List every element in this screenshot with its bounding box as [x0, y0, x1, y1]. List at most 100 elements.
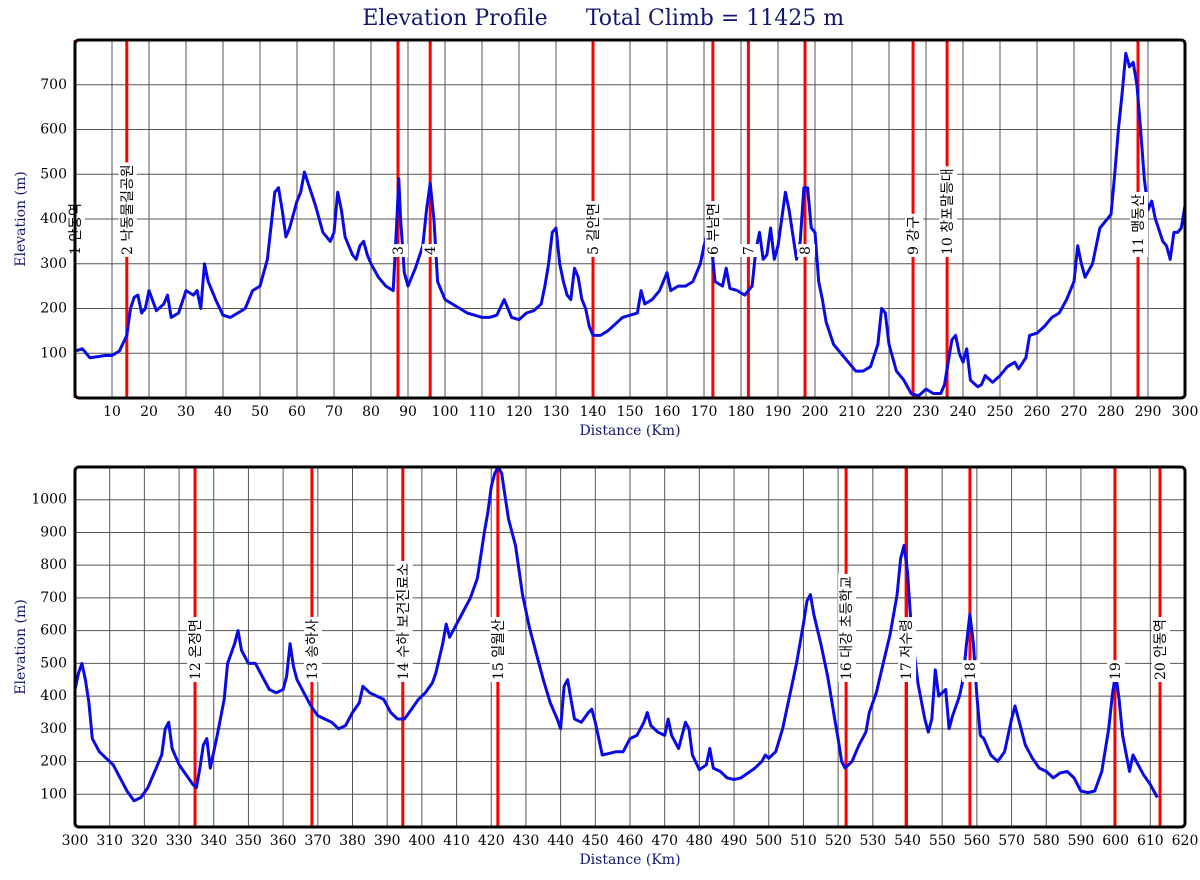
x-tick-label: 140	[580, 404, 607, 420]
x-tick-label: 620	[1172, 833, 1199, 849]
x-tick-label: 170	[691, 404, 718, 420]
waypoint-label: 2 낙동물길공원	[120, 164, 136, 255]
x-tick-label: 520	[825, 833, 852, 849]
y-tick-label: 400	[40, 211, 67, 227]
x-tick-label: 560	[964, 833, 991, 849]
y-tick-label: 200	[40, 301, 67, 317]
x-tick-label: 300	[1172, 404, 1199, 420]
x-tick-label: 160	[654, 404, 681, 420]
x-tick-label: 370	[304, 833, 331, 849]
x-tick-label: 90	[399, 404, 417, 420]
x-tick-label: 540	[894, 833, 921, 849]
y-axis-label: Elevation (m)	[13, 171, 29, 266]
plot-frame	[73, 465, 1187, 829]
waypoint-label-group: 11 맹동산	[1130, 191, 1149, 257]
x-tick-label: 180	[728, 404, 755, 420]
x-axis-label: Distance (Km)	[579, 852, 680, 868]
waypoint-label: 15 일월산	[491, 619, 507, 680]
waypoint-label: 3	[391, 246, 407, 255]
waypoint-label-group: 15 일월산	[489, 616, 508, 682]
waypoint-label: 19	[1108, 662, 1124, 680]
x-tick-label: 570	[998, 833, 1025, 849]
y-tick-label: 200	[40, 754, 67, 770]
x-tick-label: 310	[96, 833, 123, 849]
waypoint-label: 18	[963, 662, 979, 680]
y-tick-label: 100	[40, 345, 67, 361]
x-tick-label: 580	[1033, 833, 1060, 849]
x-tick-label: 250	[987, 404, 1014, 420]
waypoint-label: 13 송하사	[305, 619, 321, 680]
x-tick-label: 220	[876, 404, 903, 420]
x-tick-label: 400	[409, 833, 436, 849]
chart-subtitle: Total Climb = 11425 m	[586, 6, 844, 31]
waypoint-label: 17 저수령	[899, 619, 915, 680]
waypoint-label-bg	[118, 162, 137, 257]
y-tick-label: 300	[40, 256, 67, 272]
waypoint-label-bg	[1152, 617, 1171, 682]
waypoint-label-group: 9 강구	[905, 213, 924, 257]
x-tick-label: 590	[1068, 833, 1095, 849]
waypoint-label: 10 창포말등대	[940, 168, 956, 255]
x-tick-label: 600	[1102, 833, 1129, 849]
waypoint-label-bg	[898, 617, 917, 682]
y-tick-label: 900	[40, 524, 67, 540]
x-tick-label: 320	[131, 833, 158, 849]
x-tick-label: 280	[1098, 404, 1125, 420]
waypoint-label-group: 20 안동역	[1152, 617, 1171, 682]
x-tick-label: 10	[103, 404, 121, 420]
x-tick-label: 340	[200, 833, 227, 849]
x-tick-label: 450	[582, 833, 609, 849]
waypoint-label: 7	[741, 246, 757, 255]
y-tick-label: 100	[40, 786, 67, 802]
waypoint-label-bg	[489, 616, 508, 682]
x-tick-label: 530	[859, 833, 886, 849]
waypoint-label-group: 8	[797, 244, 816, 257]
waypoint-label-bg	[1130, 191, 1149, 257]
waypoint-label-bg	[838, 573, 857, 682]
x-tick-label: 80	[362, 404, 380, 420]
y-axis-label: Elevation (m)	[13, 599, 29, 694]
waypoint-label-bg	[740, 244, 759, 257]
x-tick-label: 270	[1061, 404, 1088, 420]
elevation-line	[74, 51, 1187, 398]
x-tick-label: 350	[235, 833, 262, 849]
x-tick-label: 100	[432, 404, 459, 420]
x-tick-label: 120	[506, 404, 533, 420]
x-tick-label: 130	[543, 404, 570, 420]
waypoint-label: 9 강구	[906, 216, 922, 255]
y-tick-label: 400	[40, 688, 67, 704]
x-tick-label: 430	[513, 833, 540, 849]
x-tick-label: 290	[1135, 404, 1162, 420]
waypoint-label: 6 부남면	[706, 203, 722, 255]
waypoint-label-group: 16 대강 초등학교	[838, 573, 857, 682]
x-tick-label: 610	[1137, 833, 1164, 849]
chart-title: Elevation Profile	[362, 6, 547, 31]
waypoint-label: 12 온정면	[188, 619, 204, 680]
x-tick-label: 110	[469, 404, 496, 420]
y-tick-label: 600	[40, 122, 67, 138]
x-tick-label: 60	[288, 404, 306, 420]
waypoint-label-bg	[390, 244, 409, 257]
x-tick-label: 380	[339, 833, 366, 849]
waypoint-label-bg	[797, 244, 816, 257]
waypoint-label-group: 17 저수령	[898, 617, 917, 682]
waypoint-label-group: 6 부남면	[704, 201, 723, 257]
waypoint-label-group: 13 송하사	[303, 616, 322, 682]
waypoint-label-bg	[905, 213, 924, 257]
waypoint-label-group: 5 길안면	[585, 201, 603, 257]
waypoint-label-bg	[303, 616, 322, 682]
x-tick-label: 440	[547, 833, 574, 849]
waypoint-label: 8	[798, 246, 814, 255]
waypoint-label-group: 4	[422, 244, 441, 257]
waypoint-label-group: 10 창포말등대	[939, 166, 958, 257]
x-tick-label: 20	[140, 404, 158, 420]
x-tick-label: 300	[62, 833, 89, 849]
waypoint-label-group: 12 온정면	[187, 617, 206, 682]
waypoint-label: 16 대강 초등학교	[839, 576, 855, 680]
waypoint-label-bg	[187, 617, 206, 682]
x-tick-label: 390	[374, 833, 401, 849]
x-tick-label: 260	[1024, 404, 1051, 420]
x-tick-label: 550	[929, 833, 956, 849]
elevation-line	[73, 465, 1159, 803]
